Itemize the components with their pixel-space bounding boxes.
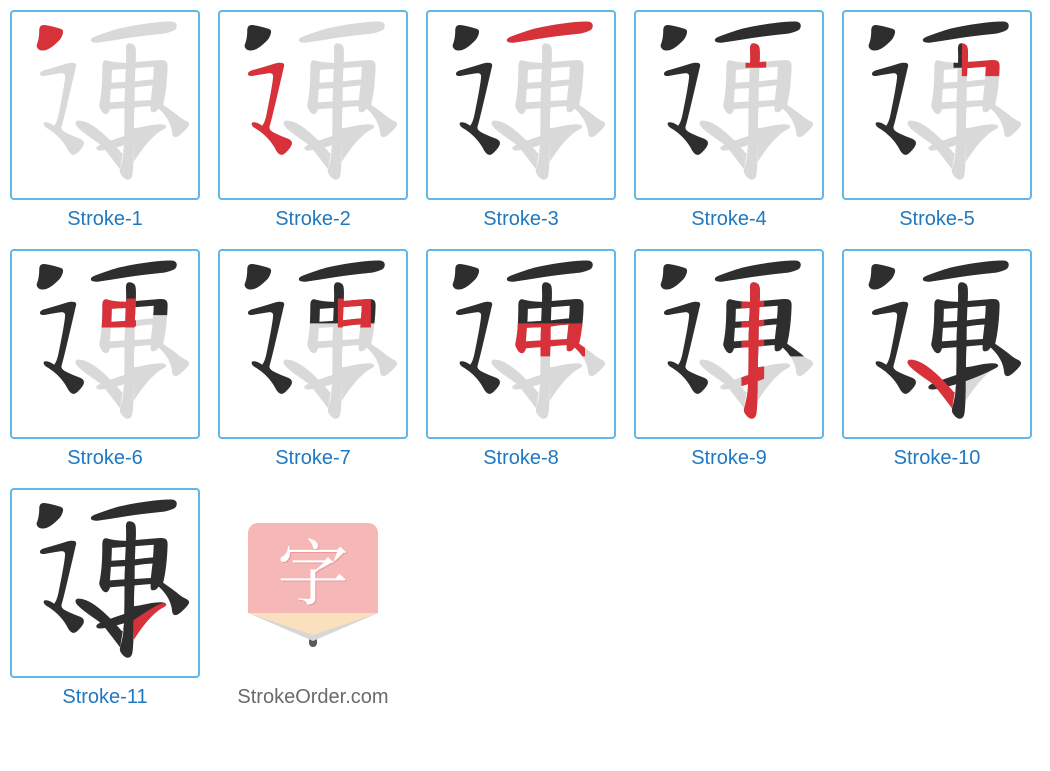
site-caption: StrokeOrder.com: [237, 686, 388, 709]
stroke-cell: Stroke-11: [10, 488, 200, 709]
stroke-tile: [218, 10, 408, 200]
stroke-tile: [218, 249, 408, 439]
stroke-caption: Stroke-2: [275, 208, 351, 231]
stroke-caption: Stroke-1: [67, 208, 143, 231]
stroke-cell: Stroke-3: [426, 10, 616, 231]
logo-char: 字: [277, 532, 349, 604]
stroke-tile: [842, 249, 1032, 439]
watermark-cell: 字 StrokeOrder.com: [218, 488, 408, 709]
stroke-caption: Stroke-9: [691, 447, 767, 470]
stroke-cell: Stroke-4: [634, 10, 824, 231]
stroke-caption: Stroke-6: [67, 447, 143, 470]
stroke-tile: [634, 249, 824, 439]
stroke-tile: [426, 10, 616, 200]
stroke-cell: Stroke-1: [10, 10, 200, 231]
site-logo: 字: [218, 488, 408, 678]
stroke-caption: Stroke-4: [691, 208, 767, 231]
stroke-cell: Stroke-2: [218, 10, 408, 231]
stroke-tile: [634, 10, 824, 200]
stroke-caption: Stroke-8: [483, 447, 559, 470]
stroke-caption: Stroke-3: [483, 208, 559, 231]
stroke-order-grid: Stroke-1 Stroke-2 Stroke-3 Stroke-4 Stroke-5…: [10, 10, 1040, 709]
stroke-caption: Stroke-7: [275, 447, 351, 470]
stroke-cell: Stroke-6: [10, 249, 200, 470]
stroke-tile: [10, 10, 200, 200]
stroke-tile: [10, 249, 200, 439]
stroke-tile: [10, 488, 200, 678]
stroke-cell: Stroke-10: [842, 249, 1032, 470]
stroke-tile: [426, 249, 616, 439]
stroke-cell: Stroke-5: [842, 10, 1032, 231]
stroke-caption: Stroke-11: [62, 686, 147, 709]
stroke-cell: Stroke-7: [218, 249, 408, 470]
stroke-tile: [842, 10, 1032, 200]
stroke-caption: Stroke-10: [894, 447, 981, 470]
stroke-cell: Stroke-8: [426, 249, 616, 470]
stroke-cell: Stroke-9: [634, 249, 824, 470]
stroke-caption: Stroke-5: [899, 208, 975, 231]
